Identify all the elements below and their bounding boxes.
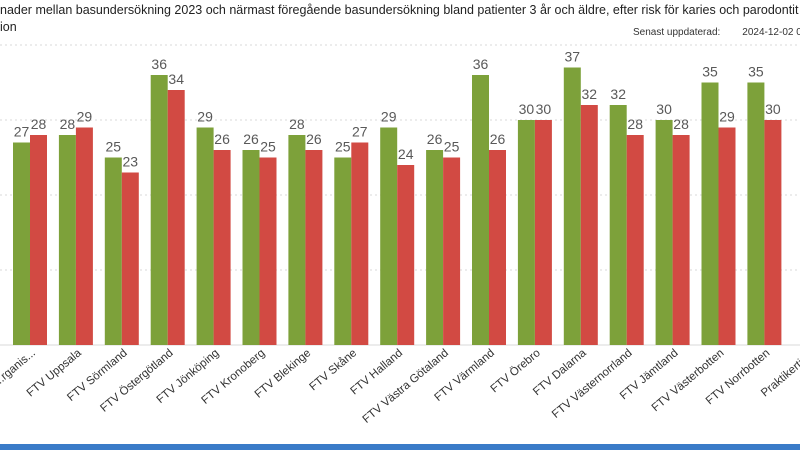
- bar-value-label: 32: [582, 86, 598, 102]
- bar-series-2: [167, 90, 185, 345]
- bar-series-1: [13, 142, 30, 345]
- bar-value-label: 25: [260, 139, 276, 155]
- bar-value-label: 26: [243, 131, 259, 147]
- bar-value-label: 30: [765, 101, 781, 117]
- bar-series-2: [259, 157, 277, 345]
- bar-value-label: 35: [748, 64, 764, 80]
- bar-value-label: 32: [610, 86, 626, 102]
- category-label: ...rganis...: [0, 347, 38, 389]
- bar-series-1: [150, 75, 168, 345]
- bar-value-label: 26: [306, 131, 322, 147]
- bar-value-label: 36: [473, 56, 489, 72]
- bar-series-1: [288, 135, 306, 345]
- bar-series-1: [472, 75, 489, 345]
- bar-value-label: 28: [31, 116, 47, 132]
- bar-series-2: [443, 157, 461, 345]
- bar-value-label: 29: [197, 109, 213, 125]
- bar-series-1: [242, 150, 260, 345]
- bar-value-label: 29: [719, 109, 735, 125]
- bar-value-label: 26: [214, 131, 230, 147]
- bar-value-label: 36: [151, 56, 167, 72]
- chart-title-line-2: ion: [0, 20, 17, 34]
- bar-value-label: 25: [444, 139, 460, 155]
- bar-value-label: 28: [289, 116, 305, 132]
- bar-series-2: [351, 142, 369, 345]
- window-frame-bottom: [0, 444, 800, 450]
- bar-series-1: [563, 67, 581, 345]
- category-label: FTV Västernorrland: [550, 347, 635, 421]
- bar-series-2: [397, 165, 415, 345]
- bar-value-label: 30: [519, 101, 535, 117]
- bar-series-2: [764, 120, 782, 345]
- bar-series-1: [104, 157, 122, 345]
- bar-series-1: [334, 157, 352, 345]
- bar-value-label: 25: [106, 139, 122, 155]
- bar-series-1: [747, 82, 765, 345]
- bar-series-1: [655, 120, 673, 345]
- bar-series-2: [580, 105, 598, 345]
- bar-value-label: 28: [627, 116, 643, 132]
- bar-series-1: [380, 127, 398, 345]
- bar-value-label: 26: [427, 131, 443, 147]
- bar-value-label: 28: [673, 116, 689, 132]
- bar-value-label: 30: [536, 101, 552, 117]
- bar-value-label: 30: [656, 101, 672, 117]
- bars: [13, 67, 782, 345]
- bar-series-2: [305, 150, 323, 345]
- bar-value-label: 37: [565, 49, 581, 65]
- bar-series-2: [75, 127, 93, 345]
- bar-value-label: 34: [168, 71, 184, 87]
- bar-value-label: 23: [123, 154, 139, 170]
- bar-series-2: [534, 120, 552, 345]
- last-updated-value: 2024-12-02 08:3: [742, 27, 800, 38]
- bar-series-2: [213, 150, 231, 345]
- bar-value-label: 27: [352, 124, 368, 140]
- bar-series-2: [718, 127, 736, 345]
- bar-series-1: [701, 82, 719, 345]
- bar-value-label: 35: [702, 64, 718, 80]
- bar-series-1: [58, 135, 76, 345]
- bar-value-label: 29: [77, 109, 93, 125]
- bar-series-1: [426, 150, 444, 345]
- last-updated: Senast uppdaterad: 2024-12-02 08:3: [633, 27, 800, 38]
- bar-series-2: [672, 135, 690, 345]
- bar-value-label: 28: [60, 116, 76, 132]
- bar-series-1: [196, 127, 214, 345]
- bar-series-1: [609, 105, 627, 345]
- bar-value-label: 29: [381, 109, 397, 125]
- bar-series-2: [30, 135, 47, 345]
- bar-series-2: [121, 172, 139, 345]
- bar-series-2: [489, 150, 506, 345]
- bar-value-label: 24: [398, 146, 414, 162]
- last-updated-label: Senast uppdaterad:: [633, 27, 721, 38]
- bar-series-2: [626, 135, 644, 345]
- bar-value-label: 27: [14, 124, 30, 140]
- bar-value-label: 26: [490, 131, 506, 147]
- category-label: FTV Västra Götaland: [361, 347, 451, 426]
- bar-value-label: 25: [335, 139, 351, 155]
- chart-title-line-1: nader mellan basundersökning 2023 och nä…: [0, 3, 800, 17]
- bar-series-1: [517, 120, 535, 345]
